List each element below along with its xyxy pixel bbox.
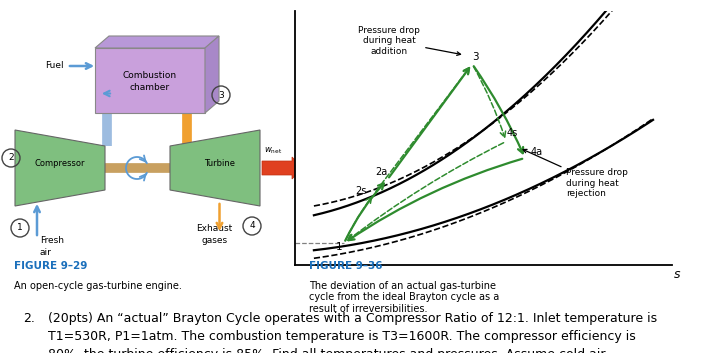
FancyBboxPatch shape: [95, 48, 205, 113]
Text: Pressure drop
during heat
addition: Pressure drop during heat addition: [358, 26, 461, 56]
Text: An open-cycle gas-turbine engine.: An open-cycle gas-turbine engine.: [14, 281, 182, 291]
Text: Turbine: Turbine: [205, 160, 235, 168]
Text: 4s: 4s: [506, 128, 518, 138]
Text: Combustion: Combustion: [123, 71, 177, 80]
FancyArrow shape: [262, 157, 304, 179]
Text: $w_\mathregular{net}$: $w_\mathregular{net}$: [264, 145, 282, 156]
Polygon shape: [95, 36, 219, 48]
Text: FIGURE 9–29: FIGURE 9–29: [14, 261, 87, 271]
Text: Exhaust: Exhaust: [196, 224, 232, 233]
Polygon shape: [15, 130, 105, 206]
Text: gases: gases: [201, 236, 228, 245]
Polygon shape: [170, 130, 260, 206]
Polygon shape: [205, 36, 219, 113]
Text: FIGURE 9–36: FIGURE 9–36: [309, 261, 383, 271]
Text: 1: 1: [17, 223, 23, 233]
Text: chamber: chamber: [130, 83, 170, 92]
Text: 1: 1: [336, 241, 343, 251]
Text: Compressor: Compressor: [35, 160, 85, 168]
Text: s: s: [674, 268, 681, 281]
Text: 2: 2: [9, 154, 14, 162]
Text: Fresh: Fresh: [40, 236, 64, 245]
Text: 4a: 4a: [530, 148, 542, 157]
Text: Pressure drop
during heat
rejection: Pressure drop during heat rejection: [523, 149, 629, 198]
Text: air: air: [40, 248, 52, 257]
Text: 2.: 2.: [23, 312, 36, 325]
Text: (20pts) An “actual” Brayton Cycle operates with a Compressor Ratio of 12:1. Inle: (20pts) An “actual” Brayton Cycle operat…: [48, 312, 658, 353]
Text: Fuel: Fuel: [46, 60, 64, 70]
Text: 2a: 2a: [375, 167, 388, 176]
Text: 2s: 2s: [356, 186, 367, 196]
Text: 4: 4: [249, 221, 255, 231]
Text: The deviation of an actual gas-turbine
cycle from the ideal Brayton cycle as a
r: The deviation of an actual gas-turbine c…: [309, 281, 500, 314]
Text: 3: 3: [218, 90, 224, 100]
Text: 3: 3: [473, 52, 479, 62]
